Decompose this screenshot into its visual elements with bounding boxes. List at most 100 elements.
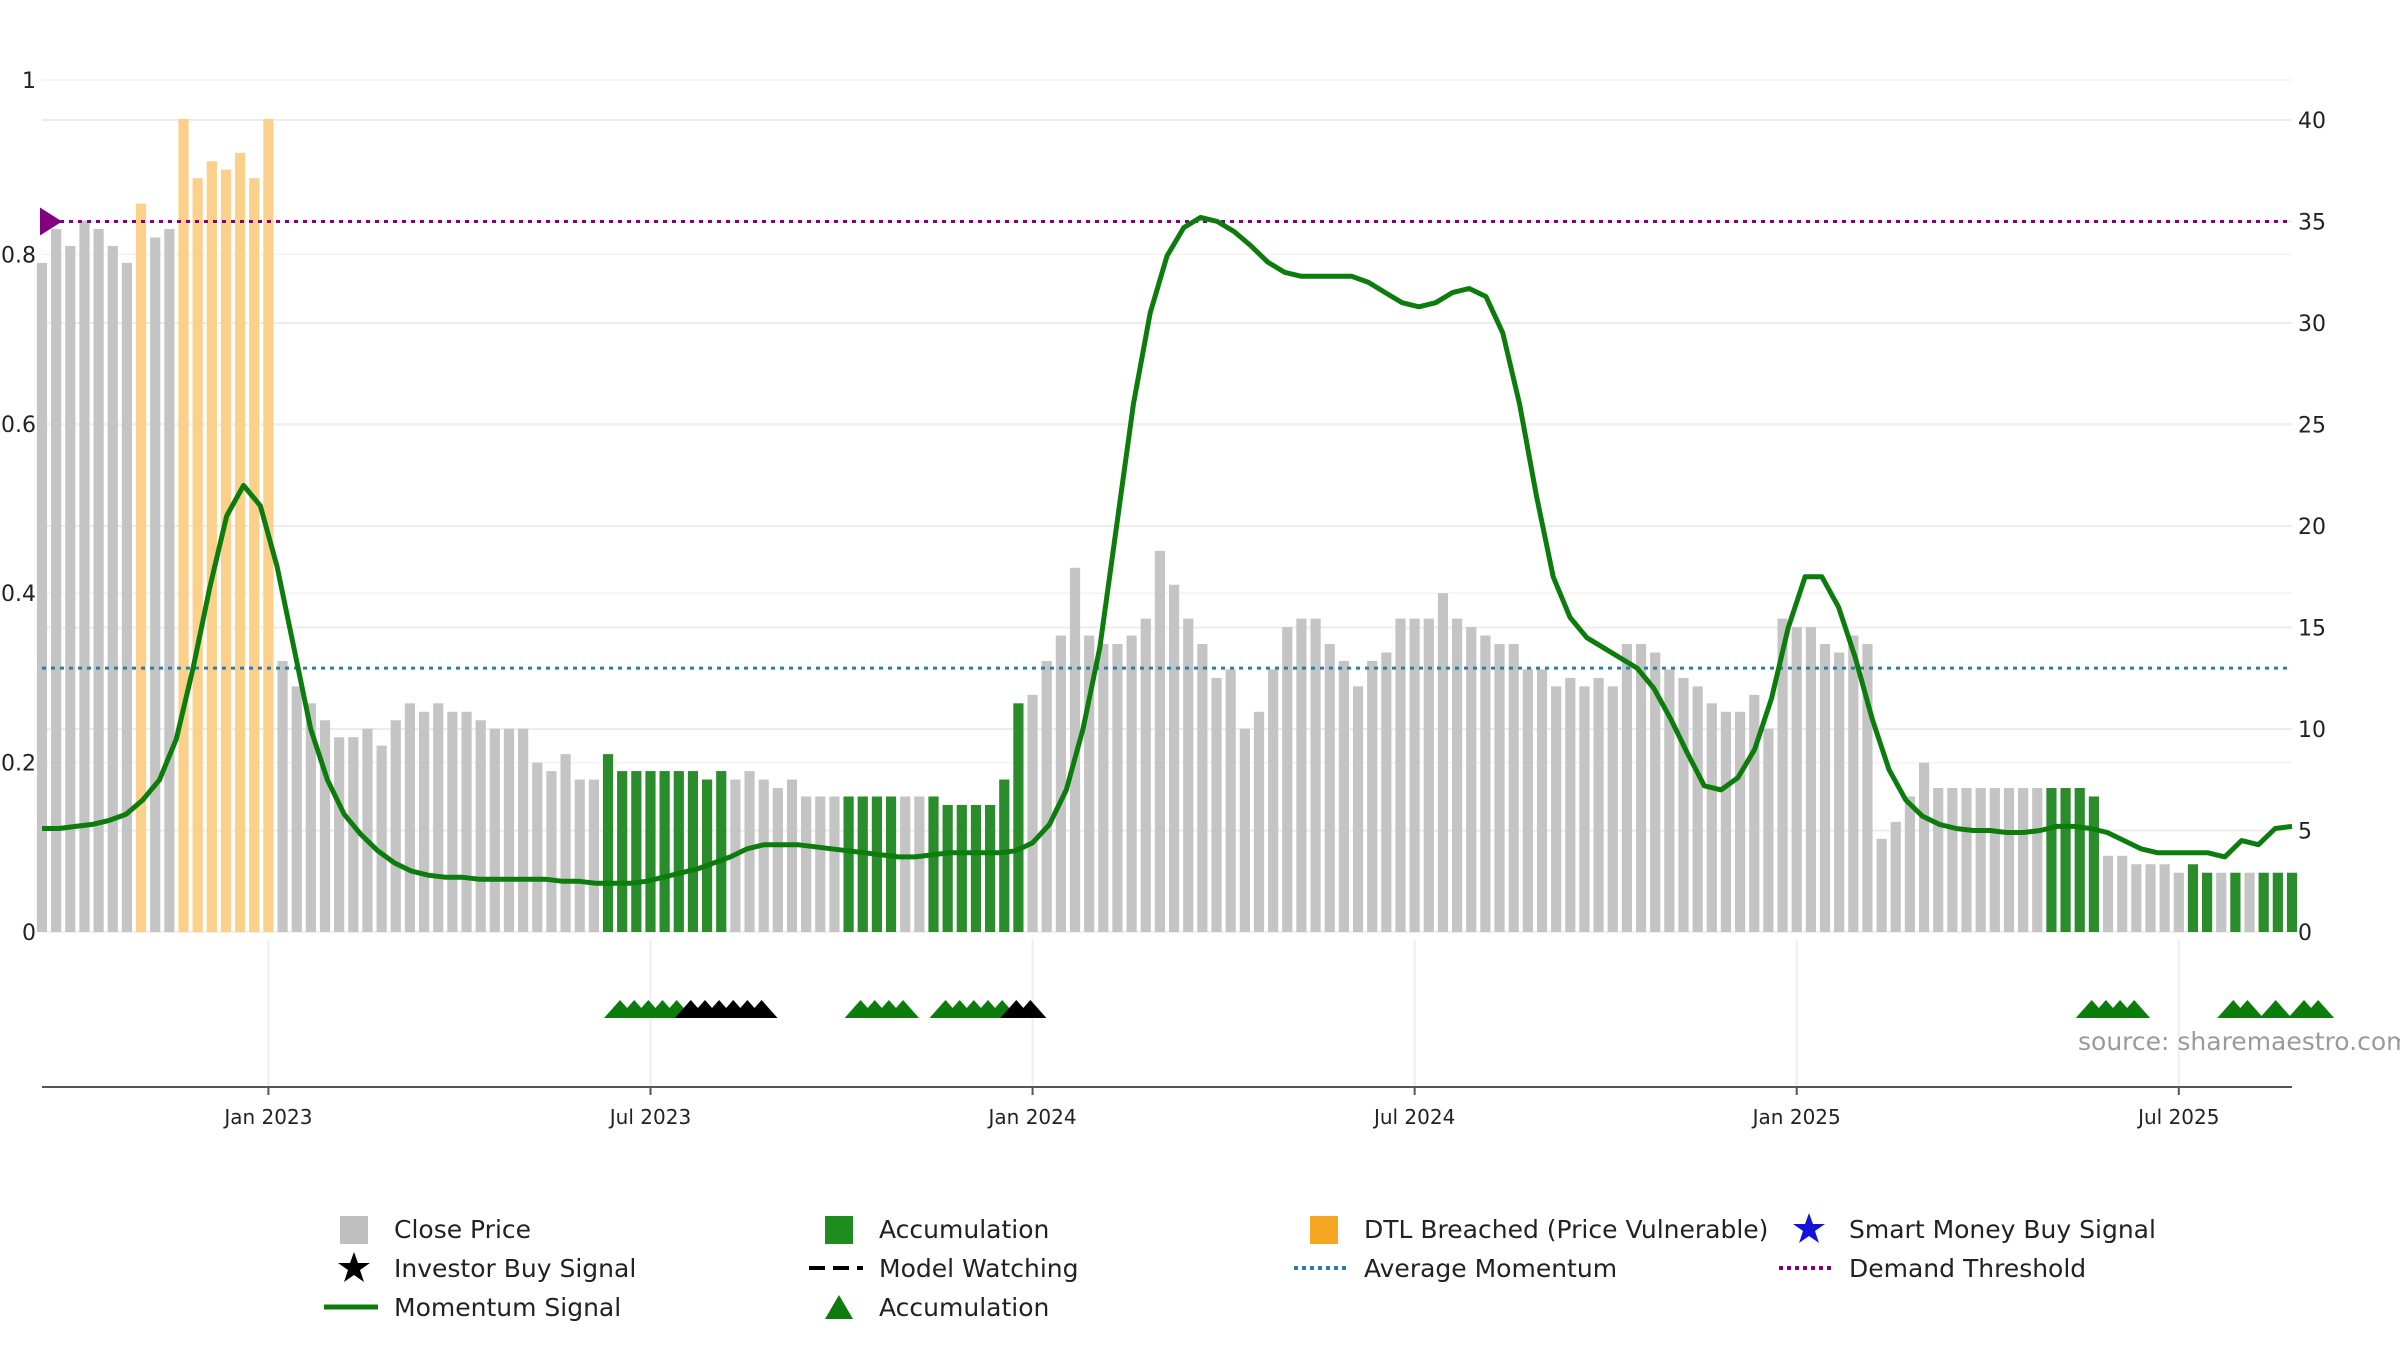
close-price-bar: [334, 737, 345, 932]
close-price-bar: [1904, 796, 1916, 932]
close-price-bar: [2173, 872, 2184, 932]
x-tick-label: Jan 2025: [1751, 1105, 1841, 1129]
close-price-bars: [36, 118, 2298, 933]
legend-investor-buy: Investor Buy Signal: [320, 1249, 636, 1287]
x-tick-label: Jul 2023: [608, 1105, 691, 1129]
close-price-bar: [277, 660, 288, 932]
close-price-bar: [2230, 872, 2241, 932]
close-price-bar: [249, 178, 260, 933]
close-price-bar: [1650, 652, 1661, 932]
close-price-bar: [390, 720, 401, 932]
close-price-bar: [291, 686, 302, 932]
reference-lines: [40, 207, 2292, 670]
close-price-bar: [1324, 644, 1335, 932]
close-price-bar: [631, 771, 642, 932]
solid-line-icon: [324, 1304, 378, 1310]
close-price-bar: [885, 796, 897, 932]
close-price-bar: [79, 220, 90, 932]
close-price-bar: [2117, 855, 2128, 932]
close-price-bar: [928, 796, 939, 932]
right-axis-tick: 15: [2298, 617, 2326, 642]
close-price-bar: [418, 711, 430, 932]
legend-average-momentum: Average Momentum: [1290, 1249, 1617, 1287]
close-price-bar: [1862, 644, 1873, 932]
left-axis-tick: 1: [22, 69, 36, 94]
close-price-bar: [1621, 644, 1632, 932]
accumulation-triangle: [2302, 1000, 2335, 1018]
close-price-bar: [1126, 635, 1137, 932]
close-price-bar: [1706, 703, 1717, 932]
close-price-bar: [1975, 788, 1986, 932]
right-axis-tick: 20: [2298, 515, 2326, 540]
close-price-bar: [65, 245, 76, 932]
close-price-bar: [362, 728, 373, 932]
close-price-bar: [1423, 618, 1434, 932]
close-price-bar: [2159, 864, 2170, 932]
close-price-bar: [1664, 669, 1675, 932]
source-text: source: sharemaestro.com: [2078, 1027, 2400, 1056]
close-price-bar: [1466, 627, 1477, 932]
close-price-bar: [36, 262, 48, 932]
close-price-bar: [645, 771, 656, 932]
close-price-bar: [1211, 677, 1222, 932]
close-price-bar: [1551, 686, 1562, 932]
close-price-bar: [985, 804, 996, 932]
close-price-bar: [687, 771, 699, 932]
investor-buy-triangle: [1014, 1000, 1047, 1018]
x-tick-label: Jan 2023: [222, 1105, 312, 1129]
close-price-bar: [1508, 644, 1519, 932]
close-price-bar: [815, 796, 826, 932]
close-price-bar: [1041, 660, 1052, 932]
close-price-bar: [2131, 864, 2142, 932]
close-price-bar: [1918, 762, 1930, 932]
close-price-bar: [51, 228, 62, 933]
close-price-bar: [1183, 618, 1194, 932]
axes: 0 5 10 15 20 25 30 35 40 0 0.2 0.4 0.6 0.8 1 Jan 2023 Ju…: [1, 69, 2326, 1129]
close-price-bar: [1961, 788, 1972, 932]
close-price-bar: [956, 804, 967, 932]
legend: Close Price Accumulation DTL Breached (P…: [320, 1210, 2220, 1330]
star-icon: [1793, 1213, 1825, 1243]
accumulation-triangle: [2231, 1000, 2264, 1018]
close-price-bar: [1197, 644, 1208, 932]
close-price-bar: [1027, 694, 1038, 932]
legend-smart-money: Smart Money Buy Signal: [1775, 1210, 2156, 1248]
close-price-bar: [192, 178, 203, 933]
right-axis-tick: 0: [2298, 921, 2312, 946]
close-price-bar: [2187, 864, 2199, 932]
dotted-line-icon: [1779, 1266, 1833, 1270]
close-price-bar: [1268, 669, 1279, 932]
close-price-bar: [135, 203, 147, 932]
close-price-bar: [178, 118, 189, 932]
close-price-bar: [1692, 686, 1703, 932]
close-price-bar: [900, 796, 911, 932]
close-price-bar: [263, 118, 274, 932]
close-price-bar: [716, 771, 727, 932]
close-price-bar: [1749, 694, 1760, 932]
close-price-bar: [2202, 872, 2213, 932]
close-price-bar: [999, 779, 1010, 932]
close-price-bar: [1819, 644, 1831, 932]
close-price-bar: [772, 788, 783, 932]
close-price-bar: [1947, 788, 1958, 932]
close-price-bar: [1296, 618, 1307, 932]
close-price-bar: [1494, 644, 1505, 932]
close-price-bar: [2003, 788, 2015, 932]
close-price-bar: [1154, 550, 1166, 932]
close-price-bar: [1098, 644, 1109, 932]
close-price-bar: [702, 779, 713, 932]
close-price-bar: [1352, 686, 1364, 932]
close-price-bar: [1848, 635, 1859, 932]
left-axis-tick: 0.6: [1, 413, 36, 438]
close-price-bar: [970, 804, 982, 932]
close-price-bar: [1452, 618, 1463, 932]
close-price-bar: [220, 169, 232, 932]
close-price-bar: [164, 228, 175, 933]
legend-demand-threshold: Demand Threshold: [1775, 1249, 2086, 1287]
close-price-bar: [1225, 669, 1236, 932]
close-price-bar: [518, 728, 529, 932]
close-price-bar: [1480, 635, 1491, 932]
close-price-bar: [1777, 618, 1788, 932]
close-price-bar: [2102, 855, 2114, 932]
